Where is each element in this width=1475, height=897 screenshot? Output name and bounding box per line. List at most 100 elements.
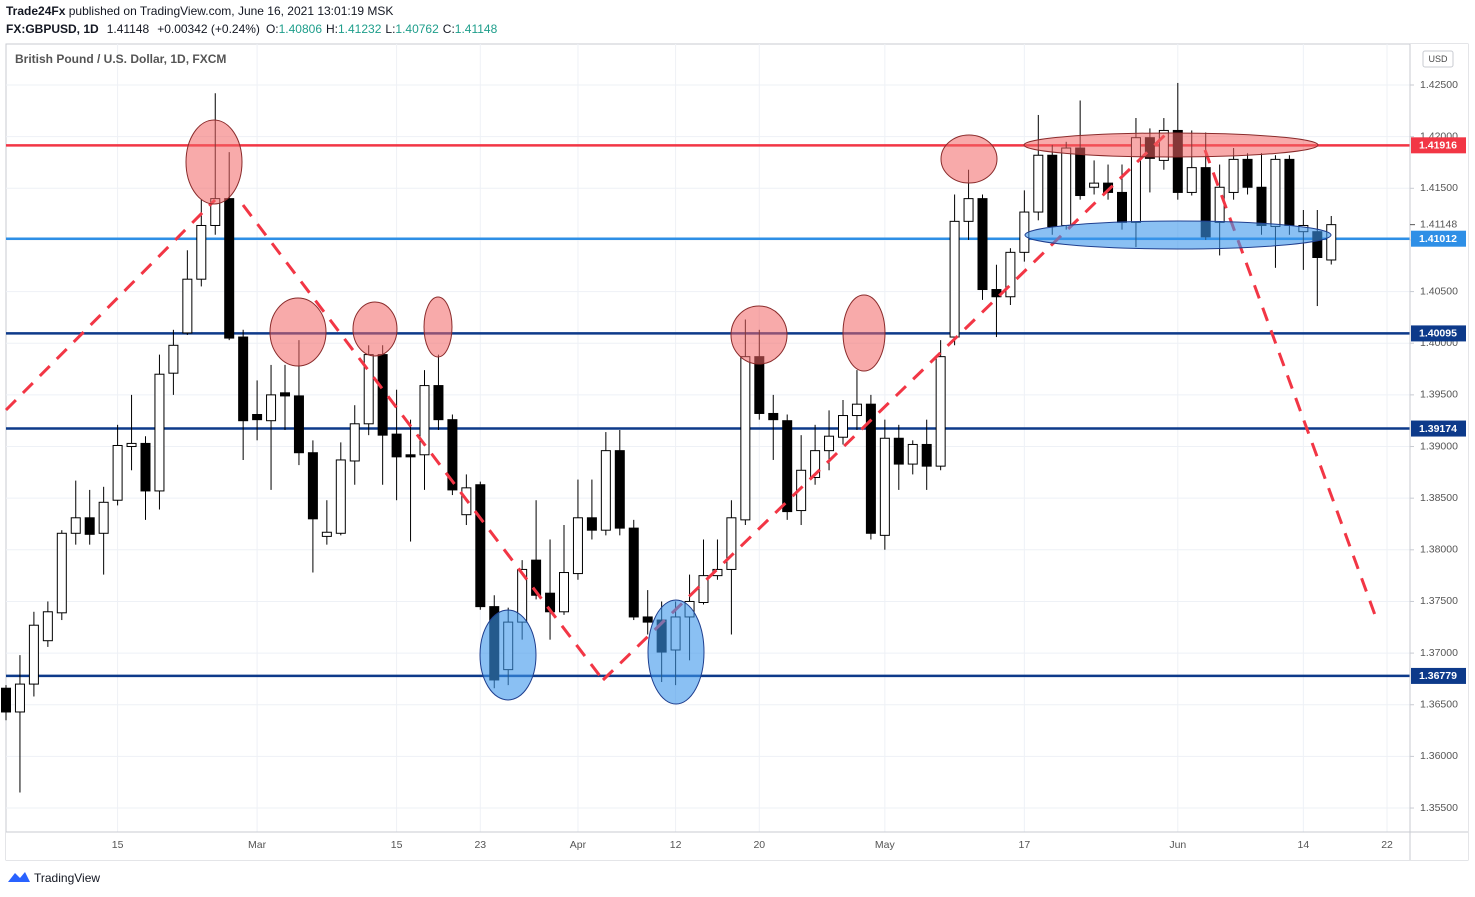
ellipse [479, 609, 537, 701]
trend-line [4, 198, 217, 412]
price-label: 1.41916 [1419, 140, 1457, 152]
candle-body [865, 403, 876, 534]
candle-body [1117, 191, 1127, 223]
y-tick-label: 1.42500 [1420, 79, 1458, 91]
x-tick-label: 14 [1298, 839, 1310, 851]
ohlc-value: 1.40806 [279, 22, 323, 36]
candle-body [98, 501, 109, 534]
ohlc-value: 1.40762 [395, 22, 439, 36]
ohlc-key: L: [385, 22, 395, 36]
price-label: 1.41012 [1419, 233, 1457, 245]
candle-body [28, 624, 39, 685]
candle-body [475, 484, 486, 608]
ellipse [1023, 132, 1319, 158]
y-tick-label: 1.39500 [1420, 389, 1458, 401]
candle-body [810, 450, 821, 479]
x-tick-label: Mar [248, 839, 267, 851]
price-label-box [1411, 325, 1466, 342]
axes: British Pound / U.S. Dollar, 1D, FXCM US… [15, 50, 1466, 851]
candle-body [154, 373, 165, 492]
candle-body [1061, 147, 1072, 226]
candle-body [349, 423, 360, 462]
logo [8, 872, 30, 882]
candle-body [851, 403, 862, 417]
candle-body [84, 517, 95, 535]
ohlc-key: O: [266, 22, 279, 36]
header-line: Trade24Fx published on TradingView.com, … [6, 4, 393, 18]
candle-body [1005, 251, 1016, 298]
price-label: 1.36779 [1419, 670, 1457, 682]
trend-line [241, 204, 605, 681]
candle-body [907, 443, 918, 465]
candle-body [1, 687, 11, 713]
y-tick-label: 1.36500 [1420, 699, 1458, 711]
y-tick-label: 1.39000 [1420, 440, 1458, 452]
price-axis-bg [1410, 44, 1468, 860]
price-label: 1.40095 [1419, 328, 1457, 340]
currency: USD [1428, 54, 1448, 64]
y-tick-label: 1.38000 [1420, 544, 1458, 556]
frame [5, 43, 1469, 861]
ohlc-value: 1.41148 [455, 22, 498, 36]
ellipse [185, 119, 243, 205]
candle-body [1256, 186, 1267, 226]
candle-body [559, 572, 569, 613]
x-tick-label: 17 [1019, 839, 1031, 851]
candle-body [1047, 154, 1058, 228]
last-price-label: 1.41148 [1420, 218, 1457, 230]
price-label-box [1411, 667, 1466, 684]
x-tick-label: May [875, 839, 896, 851]
candle-body [280, 392, 290, 397]
candle-body [1214, 186, 1225, 223]
candle-body [140, 442, 151, 492]
candle-body [726, 517, 737, 570]
x-tick-label: 23 [474, 839, 486, 851]
last-price: 1.41148 [107, 22, 150, 36]
candle-body [838, 415, 848, 438]
candle-body [405, 454, 416, 458]
candle-body [531, 559, 542, 596]
candle-body [70, 517, 81, 534]
candle-body [935, 356, 946, 467]
ellipse [423, 296, 453, 358]
drawings [4, 119, 1377, 705]
author: Trade24Fx [6, 4, 66, 18]
candle-body [963, 198, 974, 222]
x-tick-label: Apr [570, 839, 587, 851]
price-label-box [1411, 137, 1466, 154]
candle-body [921, 443, 932, 467]
ellipse [352, 301, 398, 357]
candle-body [112, 444, 123, 501]
candle-body [893, 437, 904, 465]
ellipse [1024, 220, 1332, 250]
currency-box [1422, 50, 1454, 68]
candle-body [266, 394, 277, 422]
footer-text: TradingView [34, 871, 100, 885]
candle-body [572, 517, 583, 575]
x-tick-label: 20 [753, 839, 765, 851]
candle-body [14, 683, 25, 713]
price-label-box [1411, 420, 1466, 437]
symbol: FX:GBPUSD, 1D [6, 22, 99, 36]
candle-body [335, 459, 346, 534]
y-tick-label: 1.35500 [1420, 802, 1458, 814]
y-tick-label: 1.37000 [1420, 647, 1458, 659]
candle-body [1284, 158, 1295, 226]
candle-body [740, 356, 751, 521]
ohlc-key: C: [443, 22, 455, 36]
ellipse [842, 294, 886, 372]
candle-body [586, 517, 597, 531]
candle-body [782, 420, 793, 513]
ellipse [269, 297, 327, 367]
candle-body [56, 532, 67, 614]
x-tick-label: 12 [670, 839, 682, 851]
time-axis-bg [6, 832, 1468, 860]
y-tick-label: 1.38500 [1420, 492, 1458, 504]
candle-body [768, 412, 779, 421]
header-line: FX:GBPUSD, 1D 1.41148 +0.00342 (+0.24%) O:1… [6, 22, 498, 36]
candle-body [433, 385, 444, 421]
candle-body [949, 220, 960, 338]
ellipse [730, 305, 788, 365]
candle-body [642, 616, 653, 623]
candle-body [628, 527, 639, 618]
